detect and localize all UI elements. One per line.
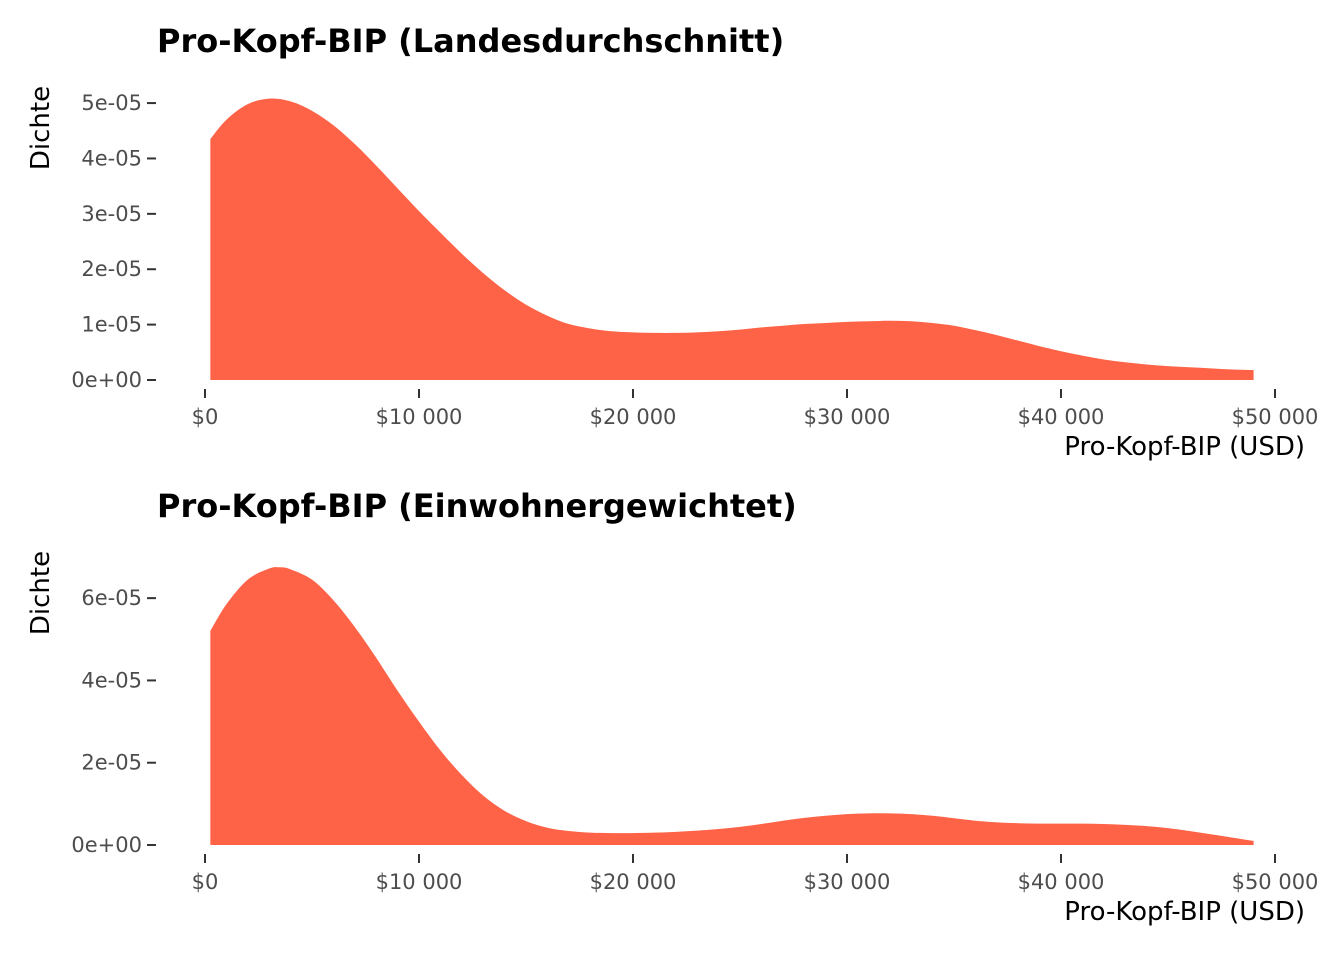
y-tick-label: 2e-05 <box>81 257 142 281</box>
y-tick-label: 5e-05 <box>81 91 142 115</box>
x-tick-label: $50 000 <box>1232 405 1319 429</box>
x-tick-label: $40 000 <box>1018 405 1105 429</box>
y-tick-label: 4e-05 <box>81 668 142 692</box>
x-axis-label: Pro-Kopf-BIP (USD) <box>1064 897 1305 927</box>
density-chart-einwohnergewichtet: Pro-Kopf-BIP (Einwohnergewichtet) Dichte… <box>0 465 1344 930</box>
density-chart-landesdurchschnitt: Pro-Kopf-BIP (Landesdurchschnitt) Dichte… <box>0 0 1344 465</box>
y-tick-label: 0e+00 <box>71 368 142 392</box>
chart-title: Pro-Kopf-BIP (Einwohnergewichtet) <box>157 487 797 525</box>
x-tick-label: $50 000 <box>1232 870 1319 894</box>
y-tick-label: 2e-05 <box>81 751 142 775</box>
x-tick-label: $30 000 <box>804 405 891 429</box>
x-tick-label: $20 000 <box>590 405 677 429</box>
x-axis-label: Pro-Kopf-BIP (USD) <box>1064 432 1305 462</box>
plot-area: 0e+00 2e-05 4e-05 6e-05 $0 $10 000 $20 000 $30 … <box>71 567 1319 894</box>
x-tick-label: $0 <box>192 405 219 429</box>
y-tick-label: 0e+00 <box>71 833 142 857</box>
x-tick-label: $30 000 <box>804 870 891 894</box>
y-tick-label: 6e-05 <box>81 586 142 610</box>
x-tick-label: $10 000 <box>376 870 463 894</box>
y-tick-label: 3e-05 <box>81 202 142 226</box>
x-tick-label: $40 000 <box>1018 870 1105 894</box>
density-area <box>210 98 1254 381</box>
x-tick-label: $20 000 <box>590 870 677 894</box>
density-area <box>210 567 1254 845</box>
y-tick-label: 4e-05 <box>81 146 142 170</box>
x-tick-label: $10 000 <box>376 405 463 429</box>
plot-area: 0e+00 1e-05 2e-05 3e-05 4e-05 5e-05 $0 $10 000 $… <box>71 91 1319 429</box>
y-tick-label: 1e-05 <box>81 313 142 337</box>
chart-title: Pro-Kopf-BIP (Landesdurchschnitt) <box>157 22 785 60</box>
x-tick-label: $0 <box>192 870 219 894</box>
